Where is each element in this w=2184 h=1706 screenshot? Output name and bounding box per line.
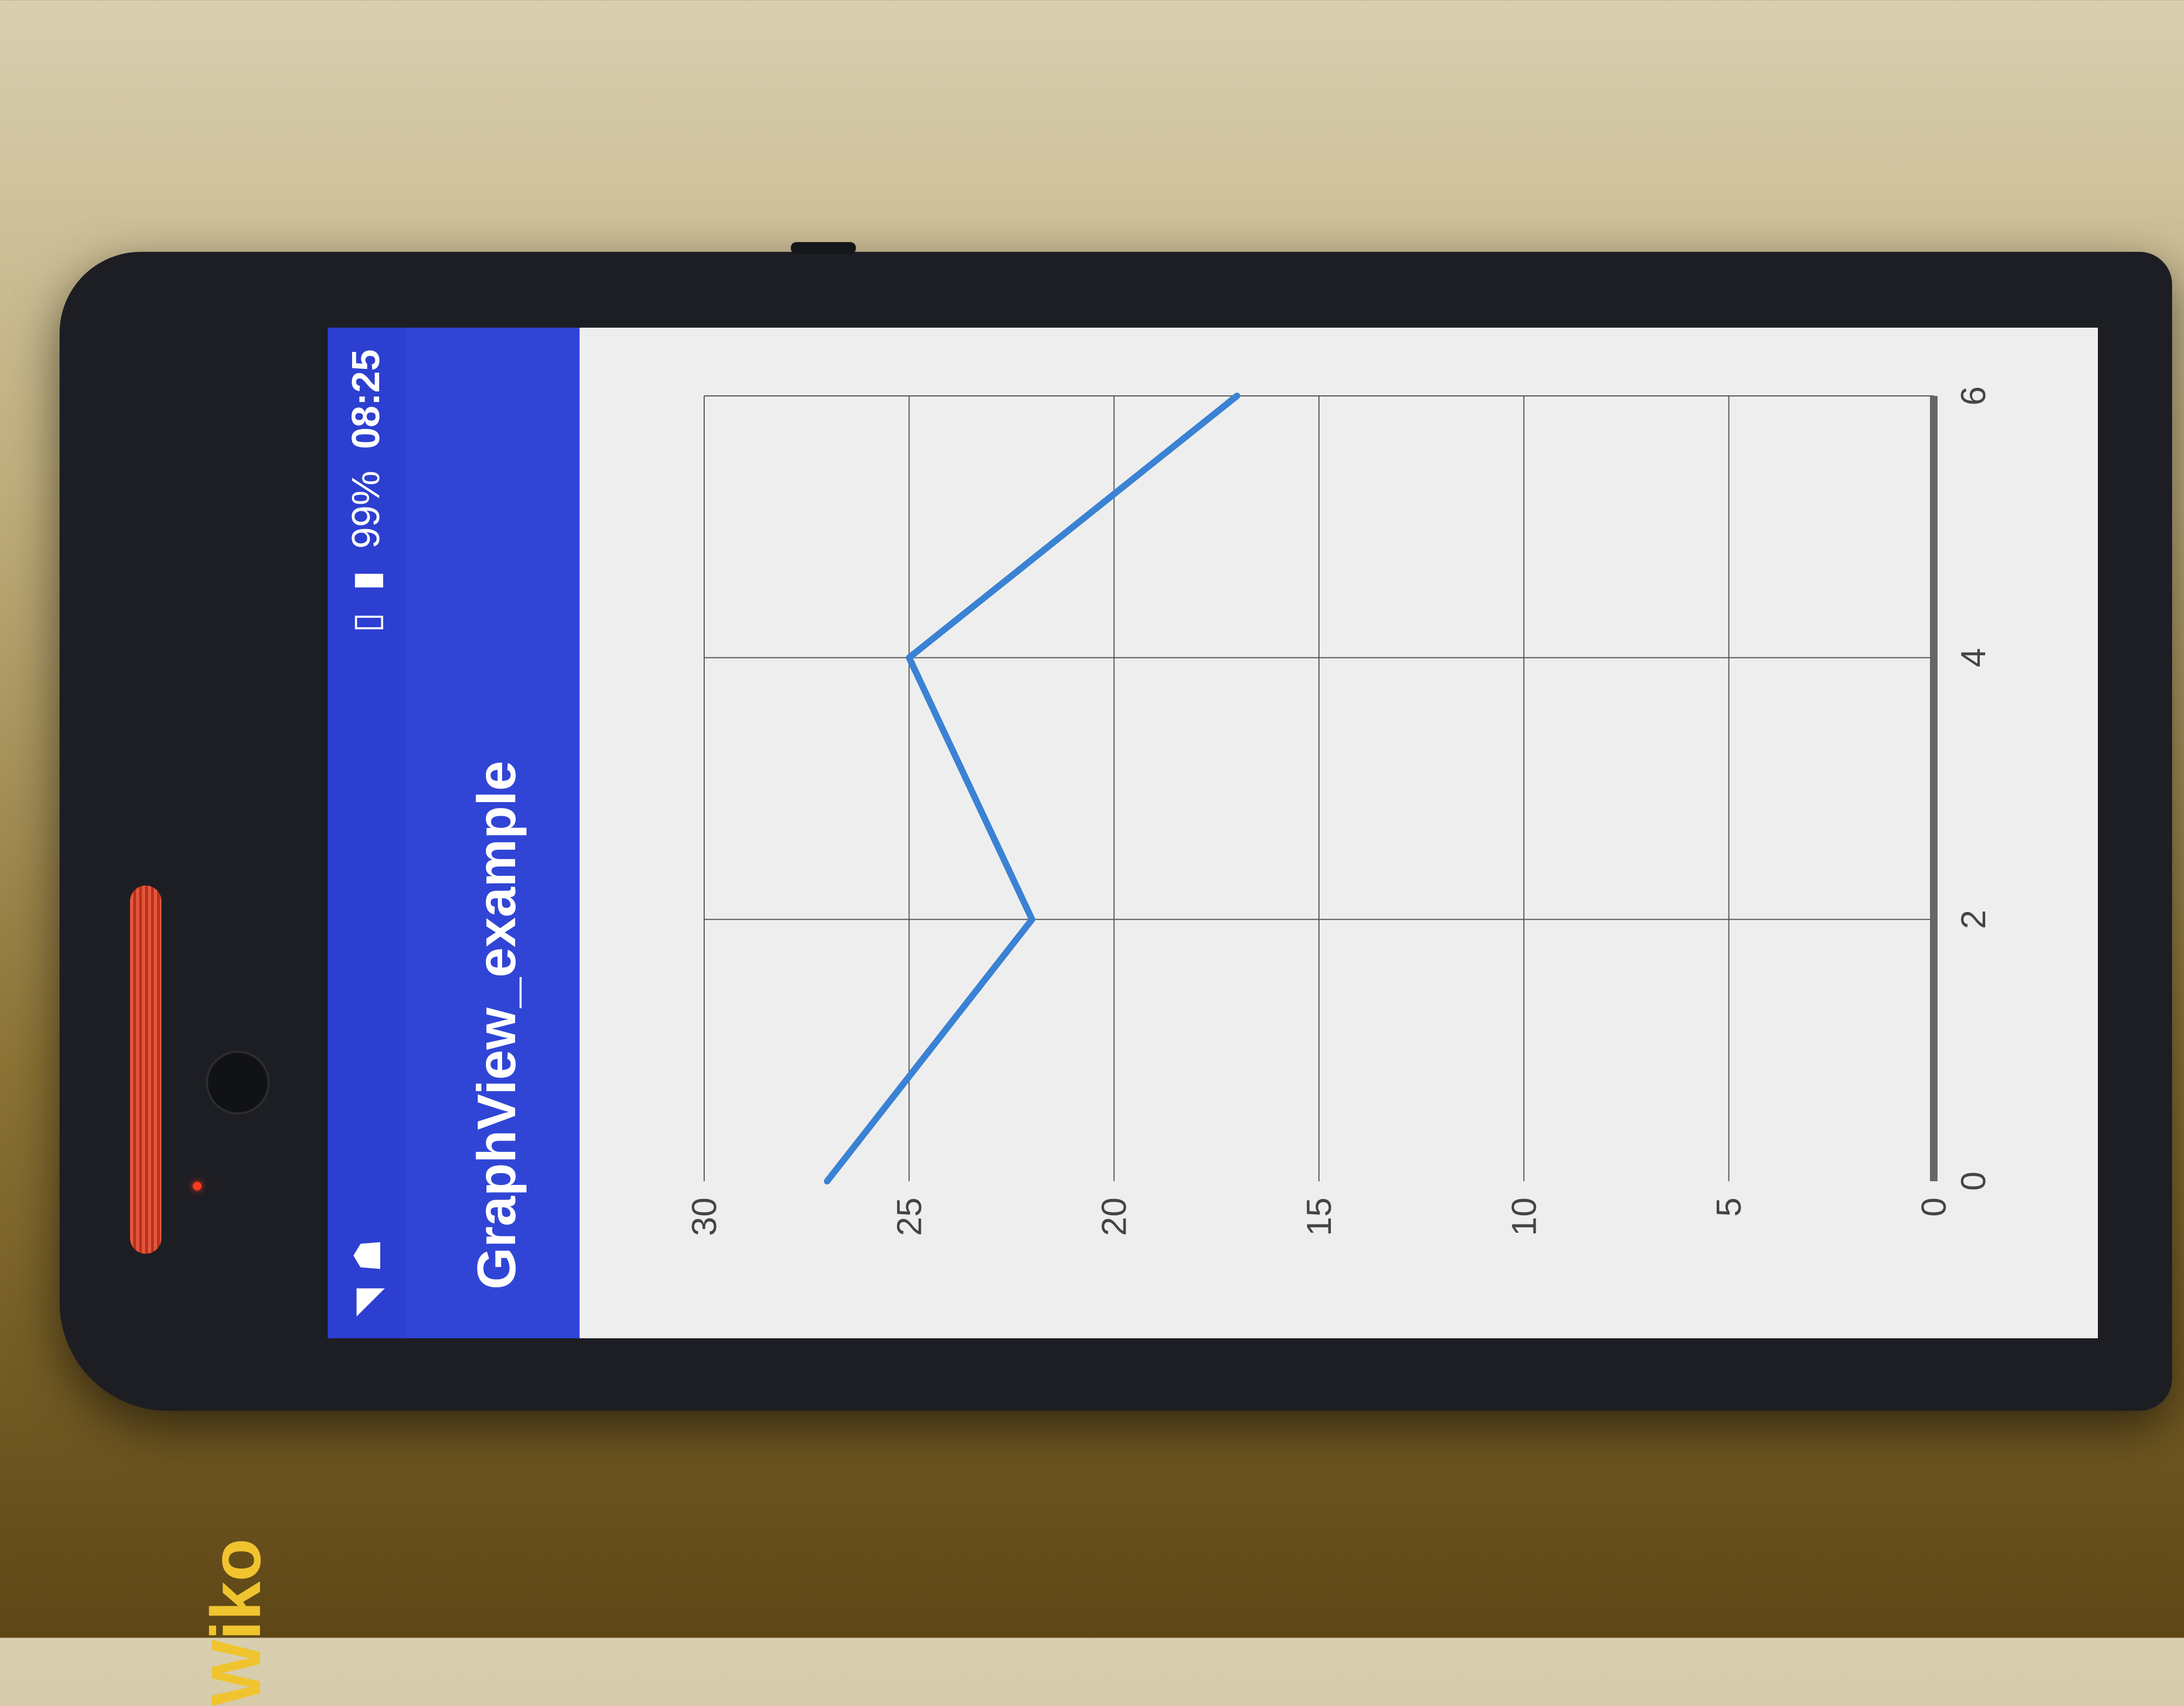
y-tick-label-10: 10 bbox=[1504, 1197, 1543, 1236]
y-tick-label-15: 15 bbox=[1299, 1197, 1338, 1236]
app-screen: ◥ ☗ ▯ ▮ 99% 08:25 GraphView_example 0 5 10… bbox=[328, 328, 2098, 1338]
battery-percentage: 99% bbox=[344, 471, 388, 549]
tick-labels: 0 5 10 15 20 25 30 0 2 4 6 bbox=[685, 386, 1993, 1236]
y-tick-label-5: 5 bbox=[1709, 1197, 1748, 1217]
app-title: GraphView_example bbox=[466, 760, 527, 1290]
graph-container: 0 5 10 15 20 25 30 0 2 4 6 bbox=[580, 328, 2098, 1338]
y-tick-label-20: 20 bbox=[1095, 1197, 1134, 1236]
battery-charging-icon: ▮ bbox=[346, 570, 387, 591]
earpiece-speaker bbox=[130, 885, 161, 1254]
data-point-0-0 bbox=[827, 1181, 828, 1182]
grid-layer bbox=[704, 395, 1938, 1181]
data-point-0-3 bbox=[1236, 395, 1238, 396]
notification-led bbox=[193, 1182, 202, 1190]
status-bar: ◥ ☗ ▯ ▮ 99% 08:25 bbox=[328, 328, 406, 1338]
brand-logo: Wiko bbox=[196, 1538, 275, 1706]
wifi-icon: ◥ bbox=[347, 1288, 388, 1317]
y-tick-label-0: 0 bbox=[1914, 1197, 1953, 1217]
x-tick-label-6: 6 bbox=[1954, 386, 1993, 406]
vibrate-icon: ▯ bbox=[346, 612, 387, 633]
y-tick-label-25: 25 bbox=[889, 1197, 928, 1236]
series-layer bbox=[824, 393, 1240, 1184]
line-chart: 0 5 10 15 20 25 30 0 2 4 6 bbox=[685, 386, 1993, 1236]
y-tick-label-30: 30 bbox=[685, 1197, 724, 1236]
app-bar: GraphView_example bbox=[406, 328, 580, 1338]
front-camera bbox=[206, 1051, 270, 1115]
data-point-0-1 bbox=[1031, 919, 1033, 920]
data-point-0-2 bbox=[908, 657, 910, 659]
x-tick-label-0: 0 bbox=[1954, 1171, 1993, 1191]
clock: 08:25 bbox=[344, 349, 388, 450]
series-line-0 bbox=[824, 393, 1240, 1184]
android-debug-icon: ☗ bbox=[347, 1239, 388, 1272]
x-tick-label-2: 2 bbox=[1954, 910, 1993, 929]
phone-screen: ◥ ☗ ▯ ▮ 99% 08:25 GraphView_example 0 5 10… bbox=[328, 328, 2098, 1338]
x-tick-label-4: 4 bbox=[1954, 648, 1993, 668]
side-button bbox=[791, 242, 856, 254]
